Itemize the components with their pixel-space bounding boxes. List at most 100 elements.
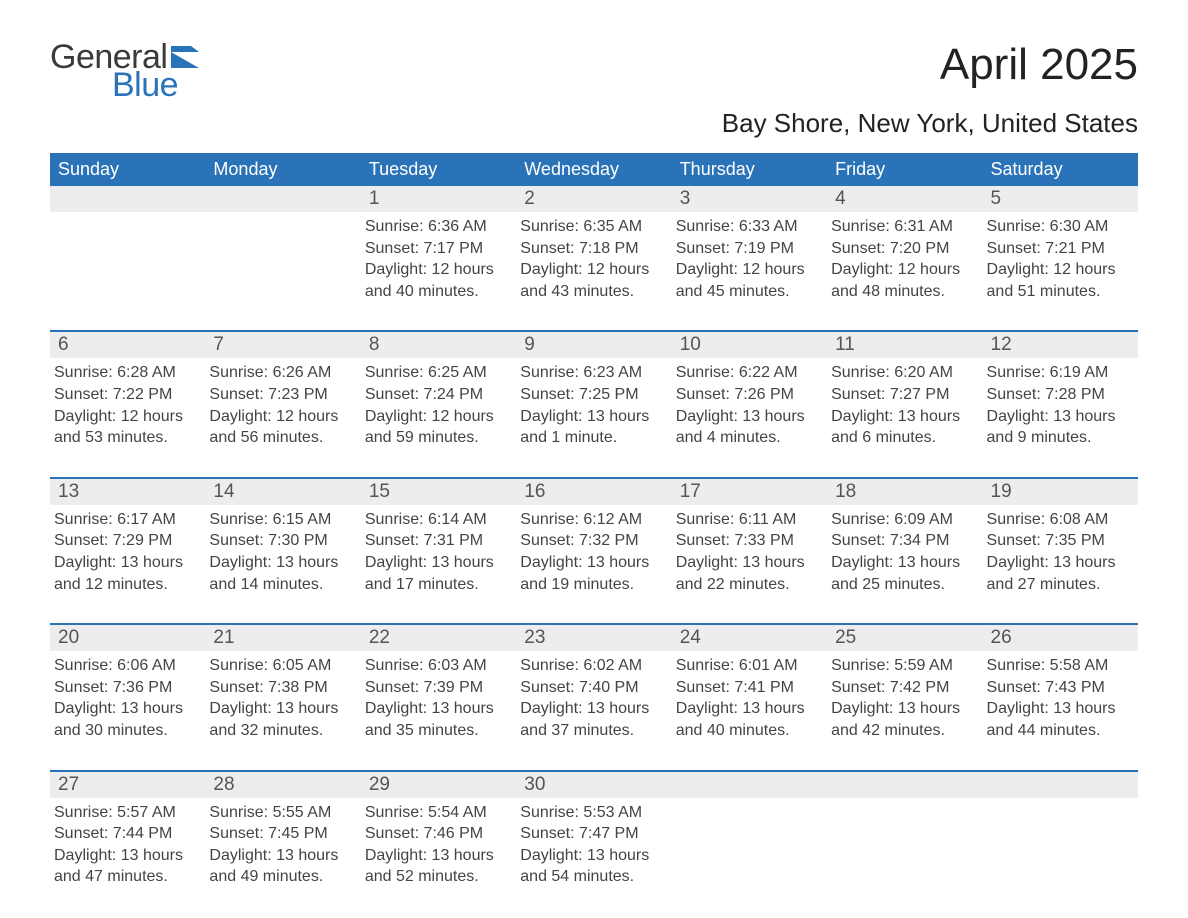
day-number-cell: 30 — [516, 772, 671, 798]
sunrise-text: Sunrise: 5:59 AM — [831, 655, 974, 677]
sunset-text: Sunset: 7:25 PM — [520, 384, 663, 406]
sunset-text: Sunset: 7:17 PM — [365, 238, 508, 260]
sunrise-text: Sunrise: 5:58 AM — [987, 655, 1130, 677]
sunrise-text: Sunrise: 6:31 AM — [831, 216, 974, 238]
day-detail-cell: Sunrise: 6:23 AMSunset: 7:25 PMDaylight:… — [516, 358, 671, 477]
day-detail-cell: Sunrise: 6:05 AMSunset: 7:38 PMDaylight:… — [205, 651, 360, 770]
sunset-text: Sunset: 7:38 PM — [209, 677, 352, 699]
day-number-cell: 11 — [827, 332, 982, 358]
day-number-cell: 27 — [50, 772, 205, 798]
sunrise-text: Sunrise: 5:55 AM — [209, 802, 352, 824]
daylight-text: Daylight: 13 hours and 30 minutes. — [54, 698, 197, 741]
day-number-cell: 1 — [361, 186, 516, 212]
sunset-text: Sunset: 7:20 PM — [831, 238, 974, 260]
day-header: Tuesday — [361, 153, 516, 186]
sunset-text: Sunset: 7:18 PM — [520, 238, 663, 260]
sunrise-text: Sunrise: 6:36 AM — [365, 216, 508, 238]
sunrise-text: Sunrise: 6:06 AM — [54, 655, 197, 677]
day-number-row: 20212223242526 — [50, 625, 1138, 651]
daylight-text: Daylight: 13 hours and 37 minutes. — [520, 698, 663, 741]
sunset-text: Sunset: 7:36 PM — [54, 677, 197, 699]
sunset-text: Sunset: 7:31 PM — [365, 530, 508, 552]
daylight-text: Daylight: 13 hours and 22 minutes. — [676, 552, 819, 595]
day-detail-cell: Sunrise: 5:57 AMSunset: 7:44 PMDaylight:… — [50, 798, 205, 916]
day-number-cell: 14 — [205, 479, 360, 505]
daylight-text: Daylight: 13 hours and 32 minutes. — [209, 698, 352, 741]
sunset-text: Sunset: 7:29 PM — [54, 530, 197, 552]
sunrise-text: Sunrise: 6:30 AM — [987, 216, 1130, 238]
day-detail-cell: Sunrise: 6:20 AMSunset: 7:27 PMDaylight:… — [827, 358, 982, 477]
sunset-text: Sunset: 7:32 PM — [520, 530, 663, 552]
day-number-cell: 23 — [516, 625, 671, 651]
day-detail-cell: Sunrise: 6:26 AMSunset: 7:23 PMDaylight:… — [205, 358, 360, 477]
sunset-text: Sunset: 7:22 PM — [54, 384, 197, 406]
day-number-cell: 15 — [361, 479, 516, 505]
day-number-cell: 7 — [205, 332, 360, 358]
day-number-cell — [983, 772, 1138, 798]
day-number-cell: 8 — [361, 332, 516, 358]
day-number-cell: 20 — [50, 625, 205, 651]
day-detail-cell: Sunrise: 5:54 AMSunset: 7:46 PMDaylight:… — [361, 798, 516, 916]
daylight-text: Daylight: 12 hours and 56 minutes. — [209, 406, 352, 449]
sunset-text: Sunset: 7:21 PM — [987, 238, 1130, 260]
sunrise-text: Sunrise: 5:54 AM — [365, 802, 508, 824]
page-subtitle: Bay Shore, New York, United States — [50, 108, 1138, 139]
day-detail-cell — [672, 798, 827, 916]
sunset-text: Sunset: 7:47 PM — [520, 823, 663, 845]
day-detail-row: Sunrise: 6:28 AMSunset: 7:22 PM Daylight:… — [50, 358, 1138, 477]
daylight-text: Daylight: 13 hours and 19 minutes. — [520, 552, 663, 595]
sunset-text: Sunset: 7:41 PM — [676, 677, 819, 699]
day-detail-cell: Sunrise: 6:17 AMSunset: 7:29 PMDaylight:… — [50, 505, 205, 624]
day-number-cell: 24 — [672, 625, 827, 651]
sunset-text: Sunset: 7:30 PM — [209, 530, 352, 552]
day-number-cell: 17 — [672, 479, 827, 505]
day-detail-cell: Sunrise: 6:28 AMSunset: 7:22 PMDaylight:… — [50, 358, 205, 477]
day-detail-cell: Sunrise: 6:09 AMSunset: 7:34 PMDaylight:… — [827, 505, 982, 624]
day-detail-cell: Sunrise: 5:55 AMSunset: 7:45 PMDaylight:… — [205, 798, 360, 916]
day-detail-cell: Sunrise: 6:06 AMSunset: 7:36 PMDaylight:… — [50, 651, 205, 770]
day-detail-cell: Sunrise: 6:22 AMSunset: 7:26 PMDaylight:… — [672, 358, 827, 477]
day-detail-cell: Sunrise: 5:59 AMSunset: 7:42 PMDaylight:… — [827, 651, 982, 770]
day-detail-cell: Sunrise: 6:36 AMSunset: 7:17 PMDaylight:… — [361, 212, 516, 331]
day-number-cell: 18 — [827, 479, 982, 505]
day-number-cell: 22 — [361, 625, 516, 651]
day-number-cell: 26 — [983, 625, 1138, 651]
day-number-row: 13141516171819 — [50, 479, 1138, 505]
day-number-cell: 19 — [983, 479, 1138, 505]
sunrise-text: Sunrise: 6:28 AM — [54, 362, 197, 384]
sunrise-text: Sunrise: 6:25 AM — [365, 362, 508, 384]
calendar-header-row: SundayMondayTuesdayWednesdayThursdayFrid… — [50, 153, 1138, 186]
sunset-text: Sunset: 7:24 PM — [365, 384, 508, 406]
day-detail-cell: Sunrise: 6:01 AMSunset: 7:41 PMDaylight:… — [672, 651, 827, 770]
sunrise-text: Sunrise: 6:35 AM — [520, 216, 663, 238]
daylight-text: Daylight: 13 hours and 12 minutes. — [54, 552, 197, 595]
sunrise-text: Sunrise: 6:26 AM — [209, 362, 352, 384]
day-detail-row: Sunrise: 6:17 AMSunset: 7:29 PMDaylight:… — [50, 505, 1138, 624]
header: General Blue April 2025 — [50, 40, 1138, 102]
day-number-cell: 4 — [827, 186, 982, 212]
daylight-text: Daylight: 13 hours and 6 minutes. — [831, 406, 974, 449]
day-number-cell — [827, 772, 982, 798]
day-detail-cell — [827, 798, 982, 916]
sunset-text: Sunset: 7:26 PM — [676, 384, 819, 406]
day-detail-cell: Sunrise: 6:12 AMSunset: 7:32 PMDaylight:… — [516, 505, 671, 624]
day-detail-row: Sunrise: 6:36 AMSunset: 7:17 PM Daylight:… — [50, 212, 1138, 331]
day-number-row: 27282930 — [50, 772, 1138, 798]
day-header: Sunday — [50, 153, 205, 186]
day-detail-cell: Sunrise: 5:53 AMSunset: 7:47 PMDaylight:… — [516, 798, 671, 916]
day-number-row: 12345 — [50, 186, 1138, 212]
sunset-text: Sunset: 7:43 PM — [987, 677, 1130, 699]
day-detail-row: Sunrise: 5:57 AMSunset: 7:44 PMDaylight:… — [50, 798, 1138, 916]
daylight-text: Daylight: 12 hours and 43 minutes. — [520, 259, 663, 302]
day-number-cell: 29 — [361, 772, 516, 798]
sunrise-text: Sunrise: 5:53 AM — [520, 802, 663, 824]
sunset-text: Sunset: 7:34 PM — [831, 530, 974, 552]
daylight-text: Daylight: 12 hours and 51 minutes. — [987, 259, 1130, 302]
day-detail-row: Sunrise: 6:06 AMSunset: 7:36 PMDaylight:… — [50, 651, 1138, 770]
day-number-cell: 10 — [672, 332, 827, 358]
day-number-cell — [50, 186, 205, 212]
day-detail-cell: Sunrise: 6:14 AMSunset: 7:31 PMDaylight:… — [361, 505, 516, 624]
daylight-text: Daylight: 13 hours and 47 minutes. — [54, 845, 197, 888]
daylight-text: Daylight: 13 hours and 52 minutes. — [365, 845, 508, 888]
sunset-text: Sunset: 7:40 PM — [520, 677, 663, 699]
